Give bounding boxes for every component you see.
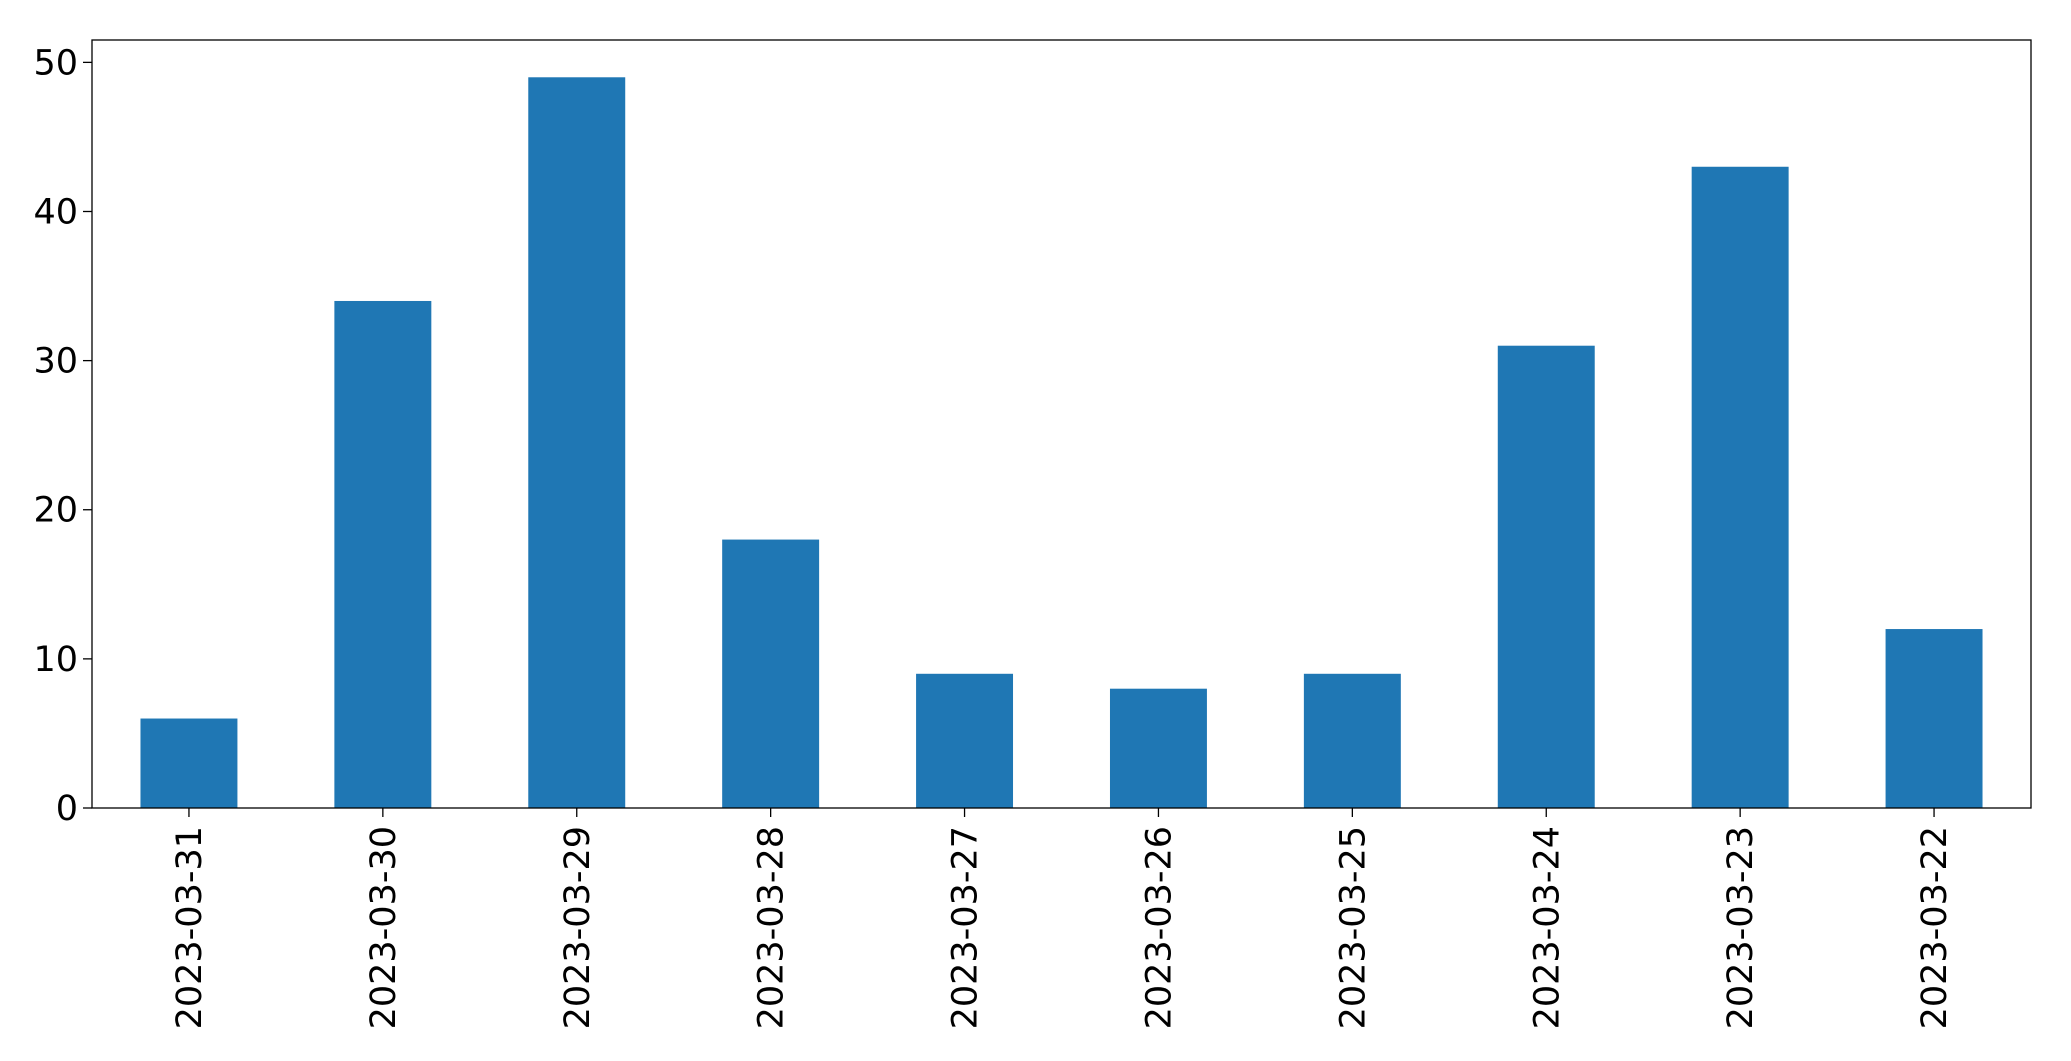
y-tick-label: 50 bbox=[33, 43, 78, 83]
bar bbox=[334, 300, 432, 808]
bar bbox=[722, 539, 820, 808]
y-tick-label: 40 bbox=[33, 192, 78, 232]
x-tick-label: 2023-03-28 bbox=[752, 826, 792, 1029]
bar bbox=[1109, 688, 1207, 808]
y-tick-label: 20 bbox=[33, 491, 78, 531]
x-tick-label: 2023-03-24 bbox=[1527, 826, 1567, 1029]
x-tick-label: 2023-03-22 bbox=[1915, 826, 1955, 1029]
x-tick-label: 2023-03-23 bbox=[1721, 826, 1761, 1029]
x-tick-label: 2023-03-30 bbox=[364, 826, 404, 1029]
bar bbox=[1885, 629, 1983, 808]
bar bbox=[1303, 673, 1401, 808]
y-tick-label: 0 bbox=[56, 789, 78, 829]
y-tick-label: 10 bbox=[33, 640, 78, 680]
x-tick-label: 2023-03-25 bbox=[1333, 826, 1373, 1029]
x-tick-label: 2023-03-27 bbox=[946, 826, 986, 1029]
bar bbox=[140, 718, 238, 808]
bar bbox=[916, 673, 1014, 808]
y-tick-label: 30 bbox=[33, 342, 78, 382]
x-tick-label: 2023-03-26 bbox=[1139, 826, 1179, 1029]
x-tick-label: 2023-03-29 bbox=[558, 826, 598, 1029]
bar bbox=[1497, 345, 1595, 808]
bar bbox=[528, 77, 626, 808]
x-tick-label: 2023-03-31 bbox=[170, 826, 210, 1029]
bar bbox=[1691, 166, 1789, 809]
plot-frame bbox=[91, 39, 2032, 809]
